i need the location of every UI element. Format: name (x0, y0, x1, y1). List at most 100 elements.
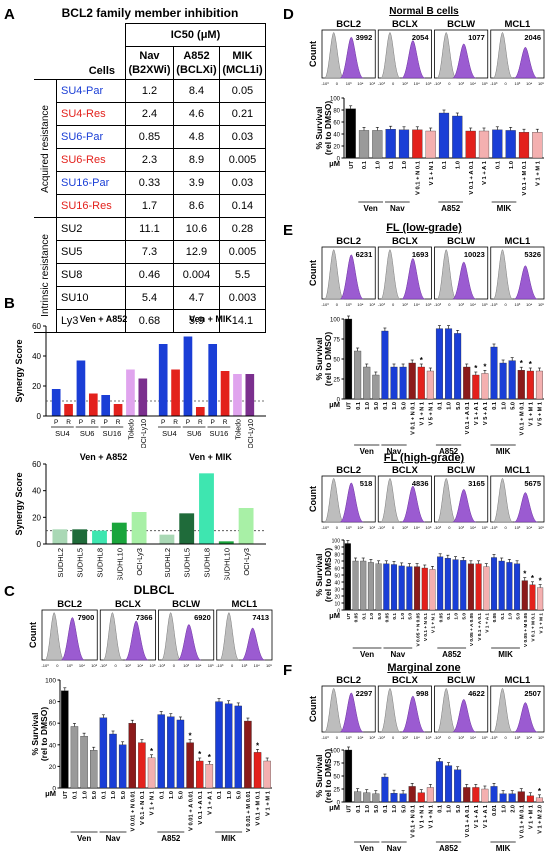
survival-bar (70, 726, 79, 789)
bar-x-label: V 1 + A 1 (474, 402, 480, 425)
survival-bar (263, 760, 271, 789)
ic50-row: SU4-Res 2.4 4.6 0.21 (34, 102, 267, 126)
survival-bar (90, 750, 98, 789)
hist-x-tick: 0 (504, 302, 507, 307)
hist-x-tick: 10⁵ (538, 525, 544, 530)
panel-e-title: FL (low-grade) (386, 222, 462, 234)
ic50-row: Intrinsic resistance SU2 11.1 10.6 0.28 (34, 217, 267, 333)
hist-x-tick: 0 (448, 525, 451, 530)
bar-x-label: V 1 + N 1 (429, 160, 435, 185)
survival-bar (360, 560, 367, 611)
survival-y-tick-label: 100 (330, 318, 341, 324)
synergy-bar (220, 371, 230, 416)
survival-y-tick-label: 100 (45, 678, 56, 685)
hist-x-tick: 0 (114, 663, 117, 668)
hist-x-tick: -10³ (490, 81, 498, 86)
survival-bar (253, 752, 262, 789)
survival-y-tick-label: 0 (337, 609, 340, 615)
survival-y-tick-label: 60 (334, 567, 340, 573)
hist-x-tick: -10³ (434, 525, 442, 530)
hist-x-tick: -10³ (321, 735, 329, 740)
hist-x-tick: 10³ (514, 735, 520, 740)
bar-x-label: V 1 + N 1 (431, 613, 437, 633)
ic50-value: 0.004 (172, 263, 220, 287)
survival-bar (481, 373, 489, 400)
histogram-title: BCL2 (336, 19, 361, 30)
histogram-title: BCLW (172, 599, 200, 610)
panel-d-title: Normal B cells (389, 6, 459, 17)
cell-group-label: SU4 (55, 429, 70, 438)
ic50-value: 0.85 (125, 125, 174, 149)
survival-bar (372, 374, 380, 400)
survival-bar (99, 717, 108, 789)
bar-x-label: 0.1 (383, 805, 389, 813)
survival-bar (532, 132, 543, 159)
ic50-value: 7.3 (125, 240, 174, 264)
hist-x-tick: 10⁴ (357, 735, 363, 740)
ic50-value: 4.6 (172, 102, 220, 126)
ic50-panel: BCL2 family member inhibition Cells IC50… (34, 6, 267, 333)
hist-x-tick: 10⁴ (470, 525, 476, 530)
hist-x-tick: -10³ (490, 525, 498, 530)
ic50-value: 3.9 (172, 171, 220, 195)
survival-y-tick-label: 0 (337, 801, 341, 807)
hist-x-tick: 10⁵ (91, 663, 97, 668)
cells-header: Cells (34, 23, 126, 80)
bar-x-label: V 1 + A 1 (482, 160, 488, 185)
survival-bar (234, 705, 242, 789)
panel-letter-b: B (4, 295, 15, 312)
significance-star: * (474, 364, 478, 373)
panel-letter-e: E (283, 222, 294, 239)
hist-x-tick: -10³ (216, 663, 224, 668)
synergy-bar (218, 541, 234, 544)
bar-x-label: 0.1 (442, 160, 448, 169)
hist-x-tick: 10⁴ (357, 81, 363, 86)
survival-bar (381, 776, 389, 803)
ic50-cell-line: SU10 (56, 286, 126, 310)
survival-bar (537, 587, 544, 611)
bar-x-label: 1.0 (402, 161, 408, 169)
survival-bar (205, 764, 214, 789)
um-label: μM (329, 400, 340, 409)
significance-star: * (198, 750, 202, 759)
survival-y-tick-label: 50 (333, 775, 340, 781)
hist-x-tick: 10⁴ (470, 302, 476, 307)
histogram-title: BCLW (447, 675, 475, 686)
survival-y-tick-label: 40 (334, 581, 340, 587)
hist-x-tick: 10⁴ (414, 735, 420, 740)
bar-x-label: 5.0 (515, 613, 521, 620)
bar-x-label: 0.1 (500, 613, 506, 620)
cell-group-label: SU16 (102, 429, 121, 438)
hist-x-tick: -10³ (434, 81, 442, 86)
survival-bar (444, 558, 451, 611)
bar-x-label: 5.0 (121, 791, 127, 799)
cell-group-label: SU6 (187, 429, 202, 438)
y-tick-label: 60 (32, 322, 41, 331)
hist-x-tick: -10³ (321, 81, 329, 86)
y-axis-label: Synergy Score (14, 472, 24, 535)
bar-x-label: V 0.01 + N 0.01 (130, 790, 136, 831)
significance-star: * (150, 747, 154, 756)
histogram-title: BCL2 (336, 236, 361, 247)
hist-x-tick: 10⁴ (526, 302, 532, 307)
hist-x-tick: 0 (448, 302, 451, 307)
hist-x-tick: 10³ (458, 302, 464, 307)
hist-x-tick: 10⁴ (357, 525, 363, 530)
hist-x-tick: 10³ (346, 81, 352, 86)
survival-bar (472, 787, 480, 803)
survival-bar (381, 330, 389, 400)
survival-bar (483, 566, 490, 611)
bar-x-label: 5.0 (461, 613, 467, 620)
bar-x-label: 1.0 (111, 791, 117, 799)
bar-label: R (116, 419, 121, 426)
hist-x-tick: 10³ (458, 525, 464, 530)
survival-bar (518, 132, 530, 159)
mfi-value: 7413 (252, 613, 269, 622)
stained-histogram (241, 627, 265, 661)
cell-group-label: SU16 (209, 429, 228, 438)
bar-x-label: 0.1 (102, 790, 108, 799)
ic50-row: SU16-Res 1.7 8.6 0.14 (34, 194, 267, 218)
ic50-value: 0.03 (218, 171, 267, 195)
survival-bar (354, 791, 362, 803)
hist-x-tick: 10⁵ (425, 525, 431, 530)
